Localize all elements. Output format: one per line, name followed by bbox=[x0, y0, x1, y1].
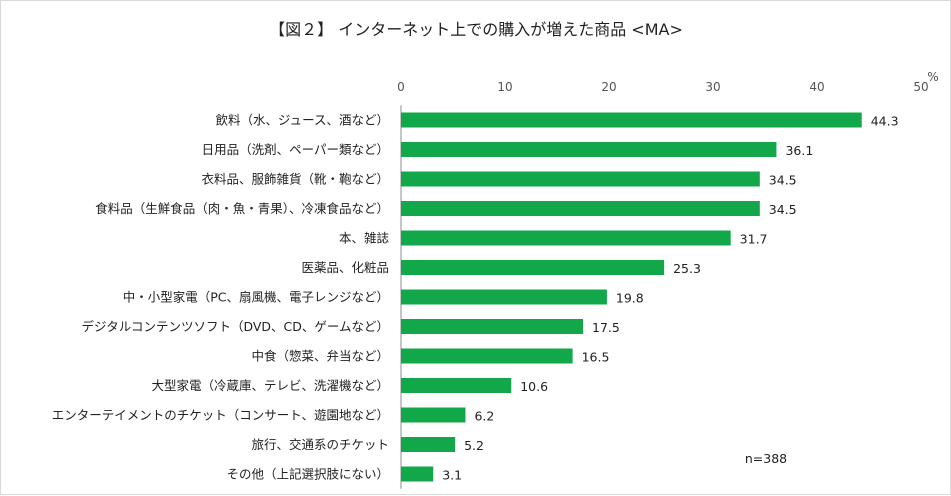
category-label: 中食（惣菜、弁当など） bbox=[251, 349, 389, 364]
category-label: その他（上記選択肢にない） bbox=[226, 467, 389, 482]
bar bbox=[401, 319, 583, 334]
chart-title: 【図２】 インターネット上での購入が増えた商品 <MA> bbox=[269, 20, 683, 39]
data-label: 10.6 bbox=[520, 379, 548, 394]
category-label: 大型家電（冷蔵庫、テレビ、洗濯機など） bbox=[151, 378, 389, 393]
data-label: 16.5 bbox=[582, 350, 610, 365]
data-label: 44.3 bbox=[871, 114, 899, 129]
data-label: 6.2 bbox=[474, 409, 494, 424]
category-label: 中・小型家電（PC、扇風機、電子レンジなど） bbox=[123, 290, 389, 305]
bar bbox=[401, 348, 573, 364]
unit-label: % bbox=[927, 70, 938, 84]
bar bbox=[401, 112, 862, 128]
bar bbox=[401, 378, 512, 393]
x-axis-ticks: 0 10 20 30 40 50 bbox=[397, 80, 928, 94]
data-label: 17.5 bbox=[592, 320, 620, 335]
category-label: 衣料品、服飾雑貨（靴・鞄など） bbox=[201, 172, 389, 187]
category-label: 旅行、交通系のチケット bbox=[251, 437, 389, 452]
x-tick-label: 30 bbox=[705, 80, 720, 94]
x-tick-label: 50 bbox=[913, 80, 928, 94]
category-label: デジタルコンテンツソフト（DVD、CD、ゲームなど） bbox=[81, 319, 389, 334]
category-label: エンターテイメントのチケット（コンサート、遊園地など） bbox=[52, 408, 389, 423]
category-label: 食料品（生鮮食品（肉・魚・青果）、冷凍食品など） bbox=[95, 201, 389, 216]
bars-group: 飲料（水、ジュース、酒など） 44.3 日用品（洗剤、ペーパー類など） 36.1 衣料品… bbox=[52, 112, 899, 483]
bar bbox=[401, 466, 434, 482]
bar bbox=[401, 201, 760, 216]
x-tick-label: 0 bbox=[397, 80, 405, 94]
x-tick-label: 20 bbox=[601, 80, 616, 94]
bar bbox=[401, 260, 665, 275]
category-label: 日用品（洗剤、ペーパー類など） bbox=[202, 142, 389, 157]
bar bbox=[401, 230, 731, 246]
sample-size-note: n=388 bbox=[745, 451, 787, 466]
category-label: 医薬品、化粧品 bbox=[301, 260, 389, 275]
category-label: 本、雑誌 bbox=[339, 231, 390, 246]
bar bbox=[401, 437, 456, 452]
bar bbox=[401, 407, 466, 423]
data-label: 5.2 bbox=[464, 438, 484, 453]
x-tick-label: 40 bbox=[809, 80, 824, 94]
x-tick-label: 10 bbox=[497, 80, 512, 94]
data-label: 25.3 bbox=[673, 261, 701, 276]
data-label: 34.5 bbox=[769, 202, 797, 217]
bar bbox=[401, 171, 760, 187]
bar bbox=[401, 289, 607, 305]
category-label: 飲料（水、ジュース、酒など） bbox=[215, 113, 389, 128]
data-label: 31.7 bbox=[740, 232, 768, 247]
data-label: 36.1 bbox=[785, 143, 813, 158]
data-label: 34.5 bbox=[769, 173, 797, 188]
data-label: 19.8 bbox=[616, 291, 644, 306]
bar bbox=[401, 142, 777, 157]
data-label: 3.1 bbox=[442, 468, 462, 483]
